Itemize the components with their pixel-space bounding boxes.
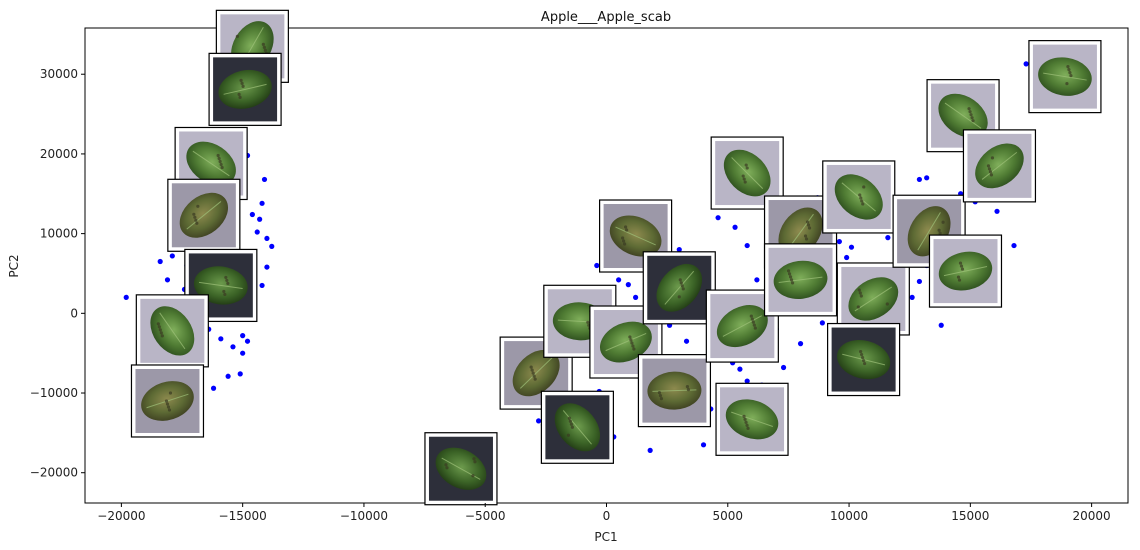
scatter-point-119 [1023, 61, 1029, 67]
scatter-point-23 [261, 176, 268, 183]
x-tick-label-9: 20000 [1073, 509, 1111, 523]
y-tick-label-2: −10000 [30, 386, 78, 400]
scatter-point-87 [780, 364, 787, 371]
y-tick-label-3: 0 [70, 306, 78, 320]
scatter-point-129 [715, 215, 721, 221]
scatter-point-20 [254, 229, 260, 235]
scatter-point-73 [676, 246, 682, 253]
scatter-point-111 [916, 176, 923, 183]
leaf-thumbnails [130, 9, 1102, 506]
scatter-point-5 [157, 258, 163, 265]
leaf-thumbnail-6 [135, 294, 209, 368]
scatter-point-141 [848, 244, 855, 250]
scatter-point-82 [744, 378, 750, 384]
y-axis: −20000 −10000 0 10000 20000 30000 [30, 67, 85, 480]
leaf-thumbnail-25 [928, 234, 1003, 308]
scatter-point-61 [633, 294, 639, 300]
scatter-point-6 [169, 253, 175, 259]
scatter-point-29 [210, 385, 217, 391]
leaf-thumbnail-4 [167, 178, 241, 252]
leaf-thumbnail-7 [130, 364, 205, 438]
scatter-point-106 [916, 278, 923, 285]
leaf-thumbnail-28 [1028, 40, 1102, 114]
scatter-point-130 [732, 224, 738, 230]
leaf-thumbnail-21 [822, 160, 896, 234]
x-tick-label-6: 5000 [713, 509, 744, 523]
scatter-point-13 [230, 344, 236, 350]
x-tick-label-2: −15000 [219, 509, 267, 523]
scatter-point-139 [819, 320, 825, 326]
leaf-thumbnail-11 [540, 390, 614, 464]
scatter-point-12 [218, 336, 224, 342]
scatter-point-120 [938, 322, 944, 328]
scatter-point-49 [535, 418, 542, 424]
scatter-point-117 [994, 208, 1000, 214]
scatter-point-105 [909, 294, 915, 300]
scatter-point-57 [594, 262, 600, 269]
x-tick-label-3: −10000 [340, 509, 388, 523]
scatter-point-125 [754, 277, 760, 283]
y-tick-label-4: 10000 [40, 227, 78, 241]
scatter-point-4 [164, 277, 171, 283]
leaf-thumbnail-14 [642, 251, 716, 325]
leaf-thumbnail-15 [637, 354, 712, 428]
leaf-thumbnail-18 [715, 382, 789, 456]
scatter-point-135 [683, 338, 690, 344]
scatter-point-39 [264, 235, 270, 242]
x-tick-label-7: 10000 [830, 509, 868, 523]
y-tick-label-5: 20000 [40, 147, 78, 161]
leaf-thumbnail-20 [763, 243, 838, 317]
scatter-point-81 [737, 366, 743, 372]
scatter-point-21 [249, 211, 255, 218]
chart-title: Apple___Apple_scab [541, 10, 671, 25]
scatter-point-18 [264, 264, 270, 270]
x-tick-label-1: −20000 [97, 509, 145, 523]
scatter-point-59 [616, 277, 622, 283]
scatter-point-133 [625, 282, 631, 288]
scatter-point-68 [700, 442, 707, 448]
scatter-point-118 [1011, 242, 1017, 249]
x-tick-label-5: 0 [603, 509, 611, 523]
scatter-point-38 [257, 216, 263, 222]
scatter-point-149 [647, 447, 653, 453]
y-axis-label: PC2 [7, 254, 21, 277]
y-tick-label-1: −20000 [30, 466, 78, 480]
scatter-point-17 [259, 282, 265, 289]
scatter-point-112 [924, 175, 930, 181]
scatter-point-15 [244, 338, 251, 344]
scatter-point-36 [240, 350, 246, 356]
leaf-thumbnail-27 [962, 129, 1037, 203]
scatter-point-22 [259, 200, 265, 206]
leaf-thumbnail-17 [705, 289, 779, 363]
scatter-point-142 [885, 235, 891, 241]
scatter-point-126 [744, 242, 750, 249]
x-tick-label-4: −5000 [465, 509, 506, 523]
scatter-point-138 [797, 341, 804, 347]
scatter-point-96 [844, 254, 850, 261]
scatter-point-19 [269, 243, 275, 249]
scatter-point-28 [225, 373, 231, 379]
scatter-point-95 [836, 238, 842, 245]
leaf-thumbnail-23 [827, 322, 901, 397]
leaf-thumbnail-8 [424, 432, 498, 506]
y-tick-label-6: 30000 [40, 67, 78, 81]
leaf-thumbnail-2 [208, 52, 282, 126]
scatter-point-14 [240, 333, 246, 339]
scatter-point-27 [237, 371, 243, 377]
leaf-thumbnail-26 [926, 79, 1000, 153]
x-axis: −20000 −15000 −10000 −5000 0 5000 10000 15000 20… [97, 503, 1111, 523]
scatter-point-1 [123, 294, 129, 300]
x-tick-label-8: 15000 [951, 509, 989, 523]
x-axis-label: PC1 [594, 530, 617, 544]
